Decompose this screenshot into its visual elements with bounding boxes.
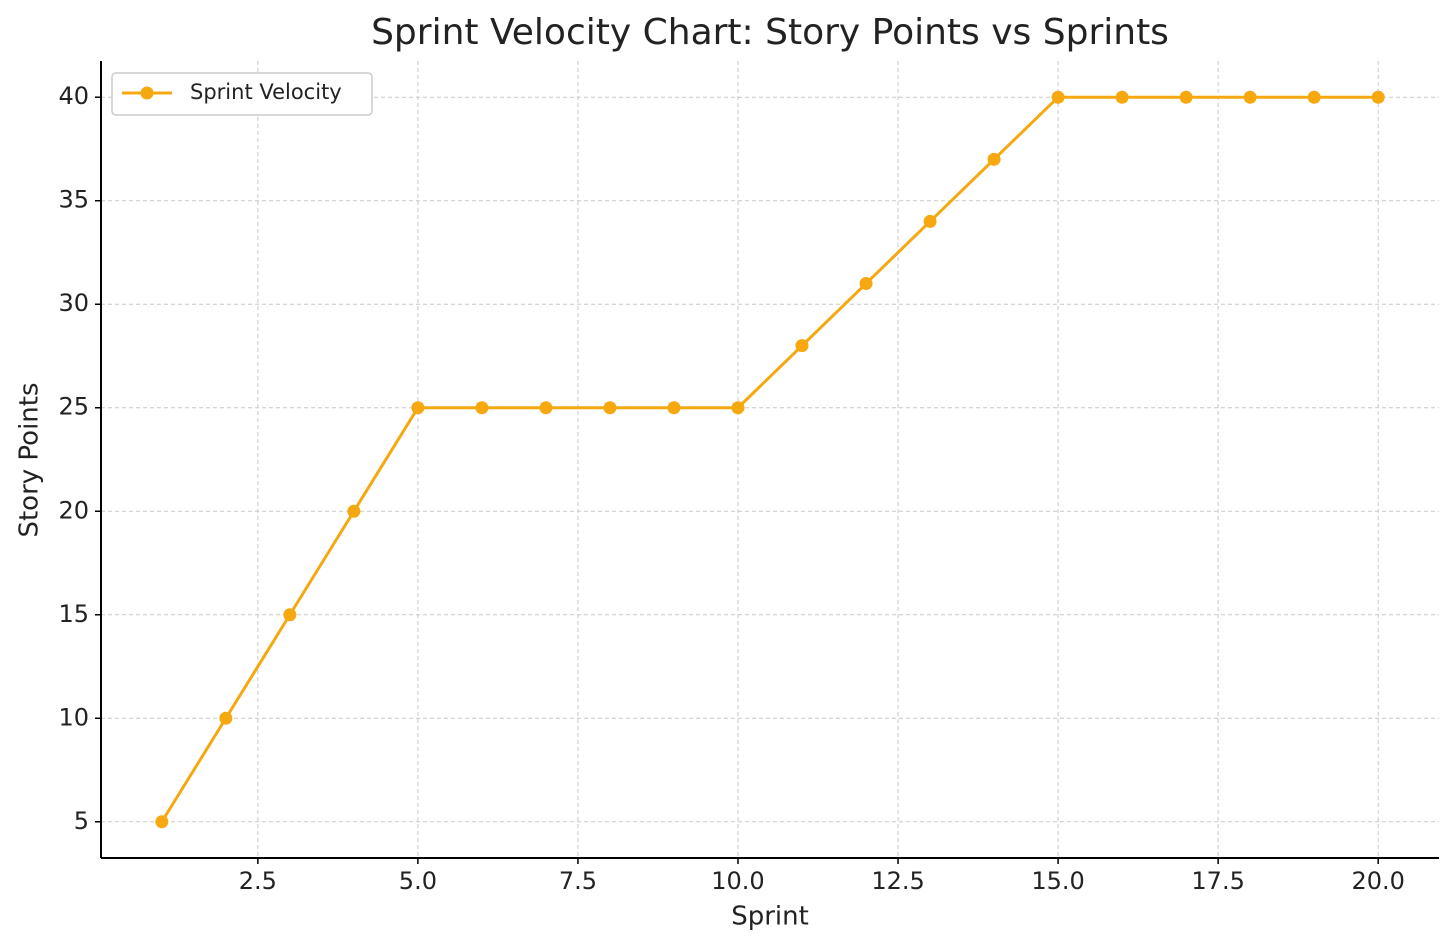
legend-label: Sprint Velocity bbox=[190, 80, 342, 104]
chart-title: Sprint Velocity Chart: Story Points vs S… bbox=[371, 12, 1169, 53]
series-line bbox=[160, 95, 1379, 823]
x-tick-label: 7.5 bbox=[559, 867, 597, 895]
y-tick-label: 20 bbox=[58, 496, 89, 524]
x-tick-label: 15.0 bbox=[1031, 867, 1084, 895]
point bbox=[411, 401, 425, 415]
point bbox=[731, 401, 745, 415]
point bbox=[347, 504, 361, 518]
x-tick-label: 12.5 bbox=[871, 867, 924, 895]
x-tick-label: 20.0 bbox=[1351, 867, 1404, 895]
point bbox=[1307, 90, 1321, 104]
y-tick-label: 25 bbox=[58, 393, 89, 421]
point bbox=[1243, 90, 1257, 104]
x-tick-label: 5.0 bbox=[399, 867, 437, 895]
y-tick-label: 30 bbox=[58, 289, 89, 317]
legend-box bbox=[111, 72, 373, 116]
y-tick-label: 15 bbox=[58, 600, 89, 628]
point bbox=[283, 608, 297, 622]
legend-marker bbox=[140, 86, 154, 100]
point bbox=[987, 152, 1001, 166]
x-tick-label: 2.5 bbox=[239, 867, 277, 895]
x-tick-label: 10.0 bbox=[711, 867, 764, 895]
point bbox=[667, 401, 681, 415]
point bbox=[1051, 90, 1065, 104]
y-tick-label: 5 bbox=[74, 807, 89, 835]
point bbox=[795, 339, 809, 353]
point bbox=[155, 815, 169, 829]
y-axis-label: Story Points bbox=[15, 382, 45, 537]
point bbox=[539, 401, 553, 415]
point bbox=[219, 711, 233, 725]
point bbox=[923, 214, 937, 228]
y-tick-label: 40 bbox=[58, 82, 89, 110]
point bbox=[475, 401, 489, 415]
point bbox=[1115, 90, 1129, 104]
point bbox=[859, 277, 873, 291]
point bbox=[603, 401, 617, 415]
point bbox=[1371, 90, 1385, 104]
x-axis-label: Sprint bbox=[731, 902, 809, 932]
y-tick-label: 35 bbox=[58, 186, 89, 214]
x-tick-label: 17.5 bbox=[1191, 867, 1244, 895]
point bbox=[1179, 90, 1193, 104]
y-tick-label: 10 bbox=[58, 703, 89, 731]
